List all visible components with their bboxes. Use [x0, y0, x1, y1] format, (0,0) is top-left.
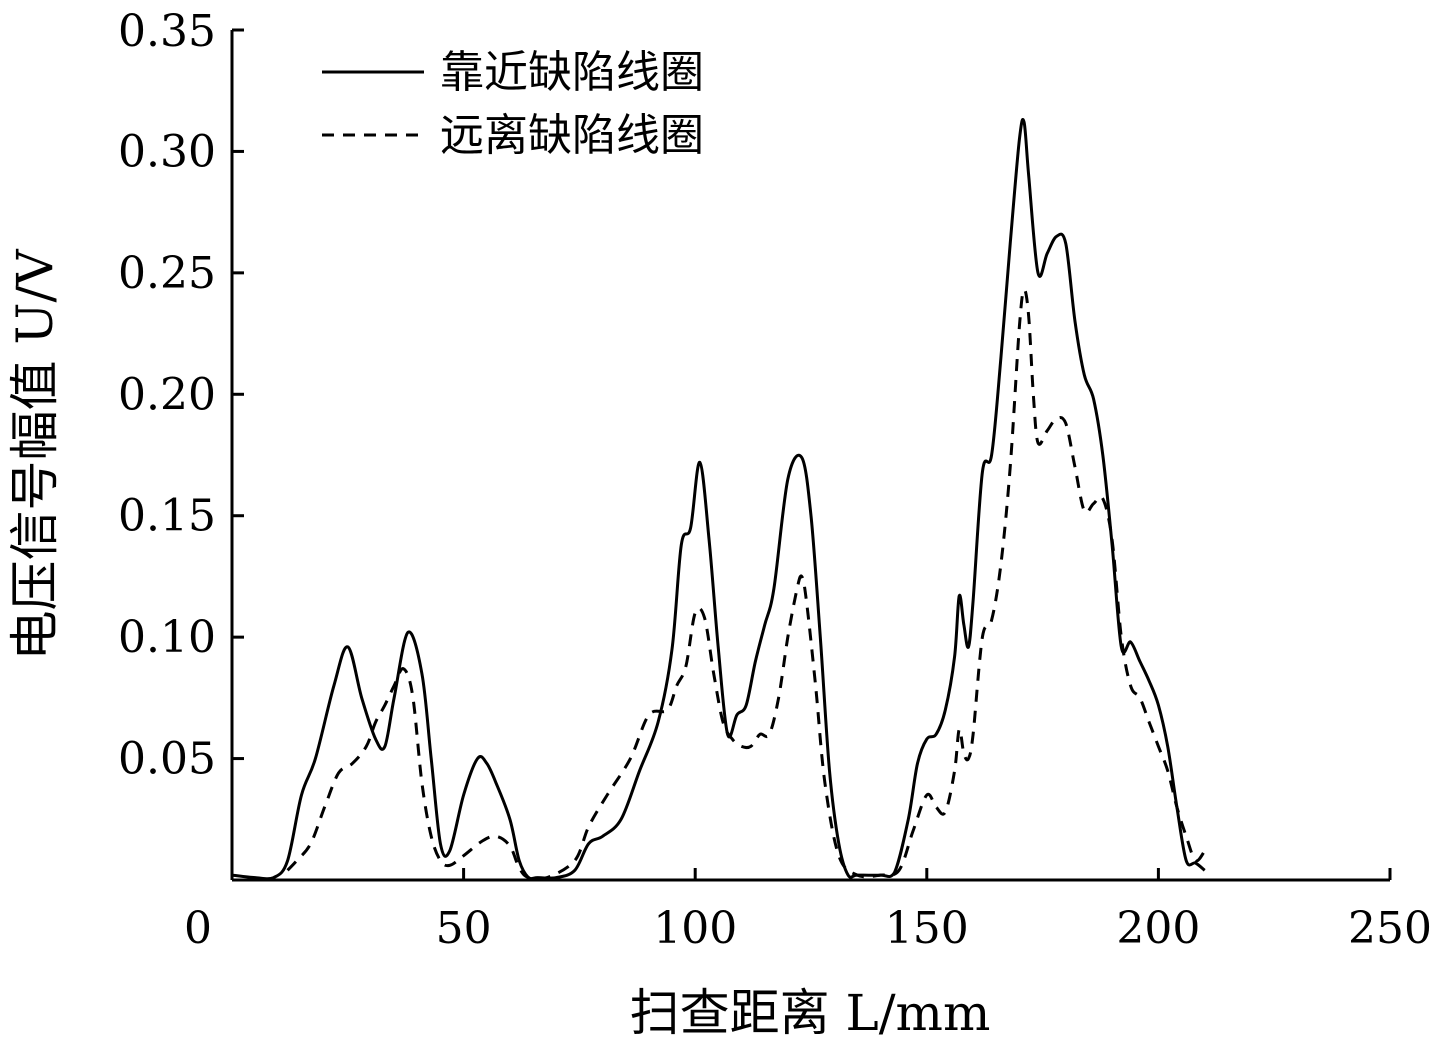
legend-label-far-coil: 远离缺陷线圈	[440, 110, 704, 161]
y-tick-label: 0.05	[118, 734, 216, 785]
x-tick-label: 50	[436, 903, 492, 954]
series-line-far-coil	[286, 288, 1206, 881]
y-tick-label: 0.10	[118, 612, 216, 663]
y-tick-label: 0.20	[118, 369, 216, 420]
series-layer	[231, 118, 1206, 881]
x-tick-label: 150	[885, 903, 969, 954]
x-tick-label: 250	[1348, 903, 1432, 954]
x-axis-title: 扫查距离 L/mm	[630, 984, 991, 1042]
legend-label-near-coil: 靠近缺陷线圈	[440, 47, 704, 98]
y-tick-label: 0.15	[118, 491, 216, 542]
y-ticks: 0.05 0.10 0.15 0.20 0.25 0.30 0.35	[118, 6, 244, 785]
y-tick-label: 0.35	[118, 6, 216, 57]
y-axis-title: 电压信号幅值 U/V	[6, 249, 64, 661]
x-tick-label: 0	[184, 903, 212, 954]
y-tick-label: 0.30	[118, 126, 216, 177]
x-tick-label: 100	[653, 903, 737, 954]
x-tick-label: 200	[1116, 903, 1200, 954]
series-line-near-coil	[231, 118, 1206, 881]
y-tick-label: 0.25	[118, 248, 216, 299]
legend: 靠近缺陷线圈 远离缺陷线圈	[322, 47, 704, 161]
x-ticks: 0 50 100 150 200 250	[184, 868, 1432, 954]
axes	[230, 30, 1390, 882]
